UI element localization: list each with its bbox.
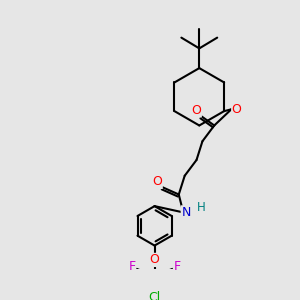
Text: H: H [197,201,206,214]
Text: O: O [191,104,201,117]
Text: O: O [232,103,242,116]
Text: O: O [150,254,160,266]
Text: N: N [181,206,190,219]
Text: F: F [129,260,136,273]
Text: Cl: Cl [148,291,161,300]
Text: F: F [173,260,181,273]
Text: O: O [152,176,162,188]
